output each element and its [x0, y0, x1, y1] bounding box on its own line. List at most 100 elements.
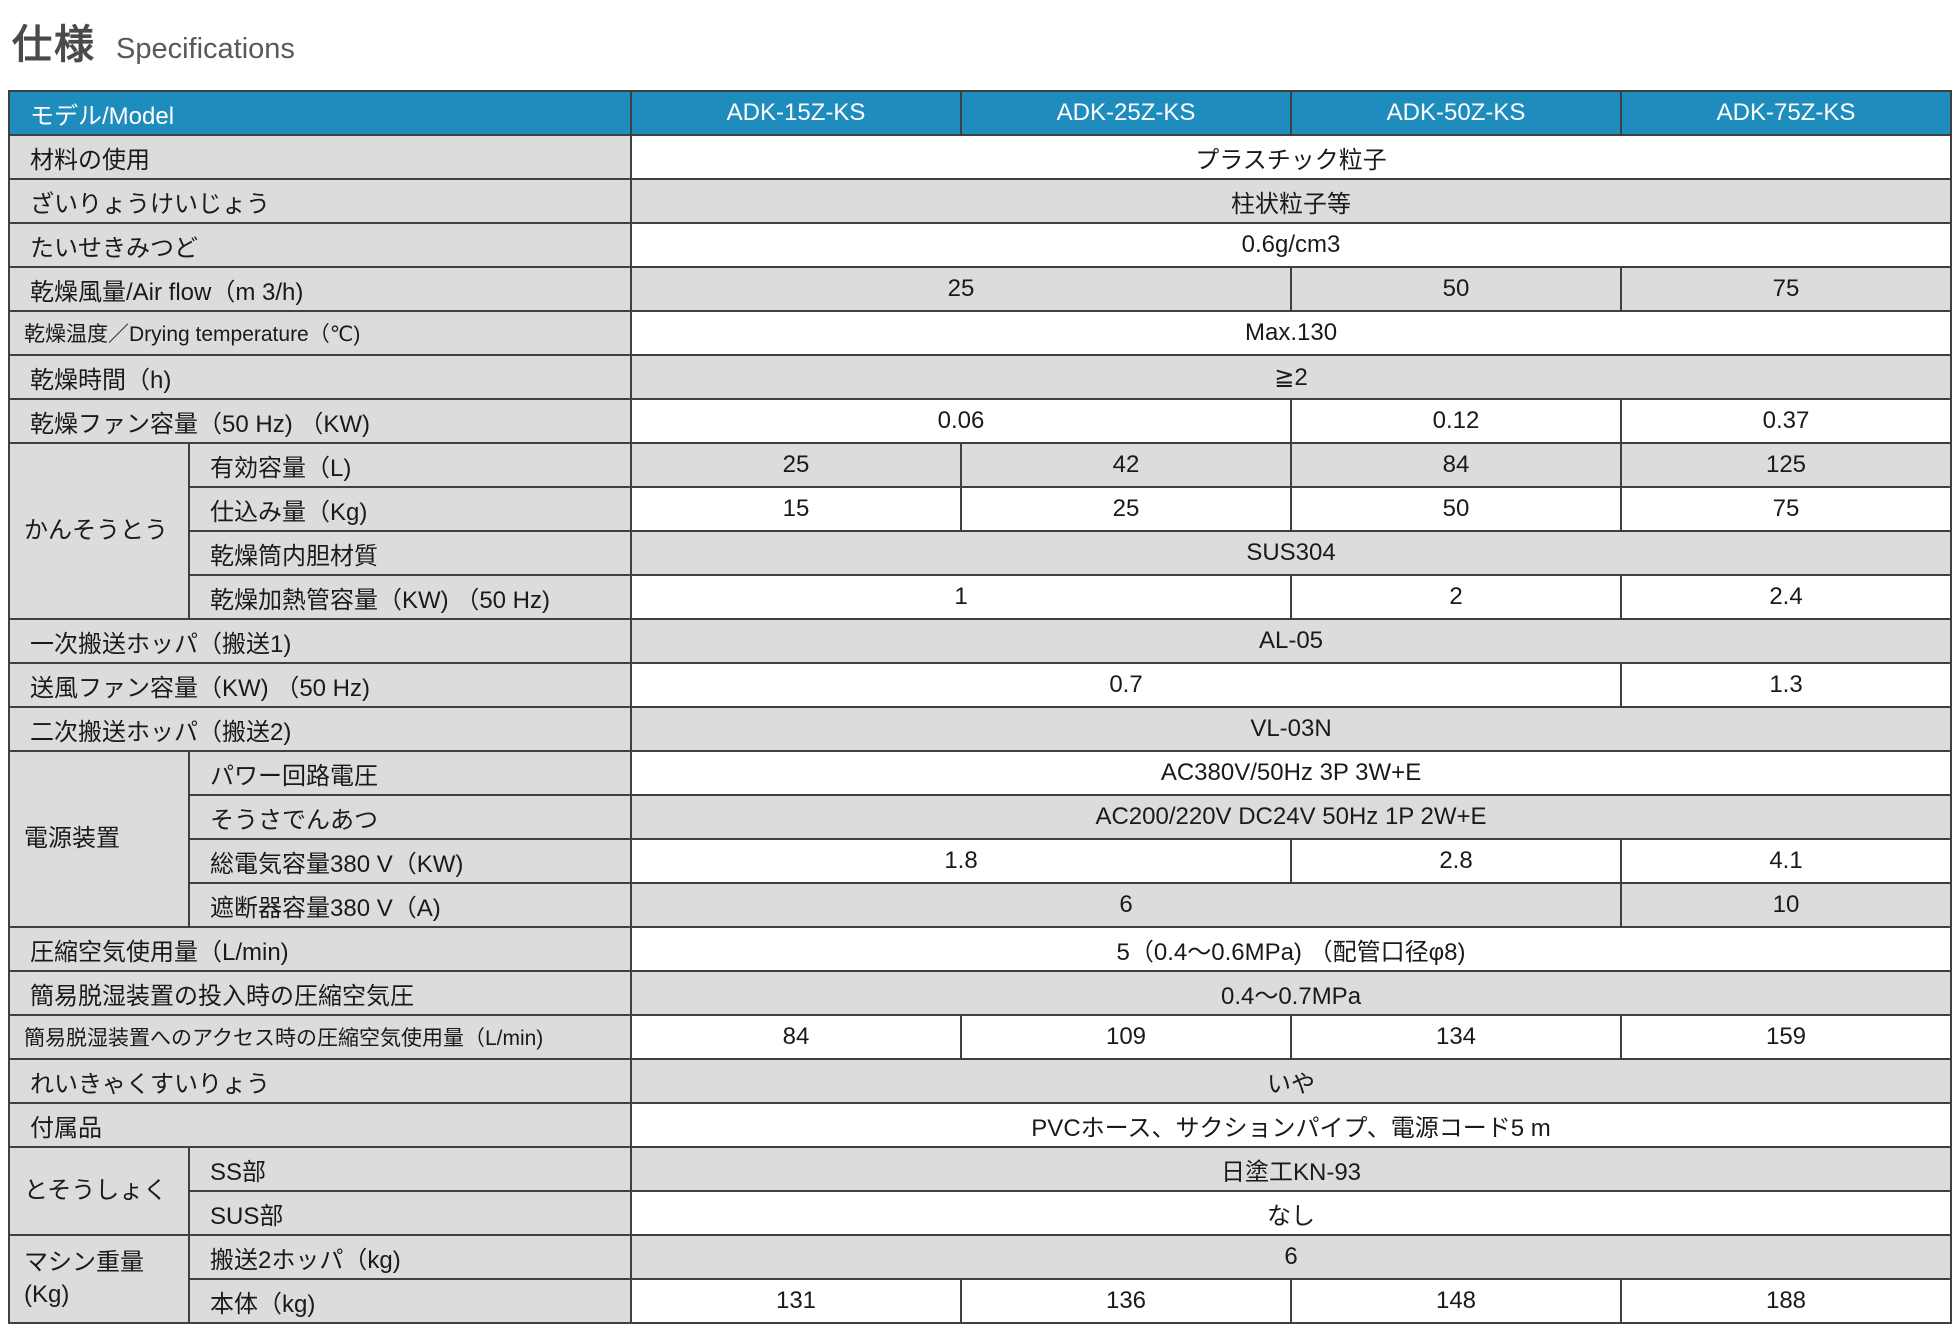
page-title-japanese: 仕様	[12, 23, 96, 67]
table-row: 遮断器容量380 V（A) 6 10	[9, 882, 1953, 928]
table-row: 簡易脱湿装置の投入時の圧縮空気圧 0.4～0.7MPa	[7, 970, 1953, 1016]
page-title-english: Specifications	[116, 33, 295, 65]
model-header-adk-75z-ks: ADK-75Z-KS	[1620, 90, 1953, 136]
row-group-label: 電源装置	[8, 750, 190, 928]
spec-value-cell: 136	[960, 1278, 1293, 1324]
spec-value-cell: 日塗工KN-93	[630, 1146, 1953, 1192]
spec-row-label: 付属品	[7, 1102, 633, 1148]
table-row: 電源装置 パワー回路電圧 AC380V/50Hz 3P 3W+E	[8, 750, 1953, 928]
page-title: 仕様 Specifications	[0, 0, 1958, 67]
table-row: とそうしょく SS部 日塗工KN-93	[8, 1146, 1953, 1236]
spec-value-cell: ≧2	[630, 354, 1953, 400]
spec-value-cell: 25	[960, 486, 1293, 532]
spec-row-label: 本体（kg)	[187, 1278, 633, 1324]
spec-value-cell: プラスチック粒子	[630, 134, 1953, 180]
table-row: 乾燥風量/Air flow（m 3/h) 25 50 75	[7, 266, 1953, 312]
spec-value-cell: AC380V/50Hz 3P 3W+E	[630, 750, 1953, 796]
spec-row-label: 二次搬送ホッパ（搬送2)	[7, 706, 633, 752]
table-row: れいきゃくすいりょう いや	[7, 1058, 1953, 1104]
spec-row-label: 搬送2ホッパ（kg)	[187, 1234, 633, 1280]
table-row: 付属品 PVCホース、サクションパイプ、電源コード5 m	[7, 1102, 1953, 1148]
table-row: 乾燥ファン容量（50 Hz) （KW) 0.06 0.12 0.37	[7, 398, 1953, 444]
model-header-adk-15z-ks: ADK-15Z-KS	[630, 90, 963, 136]
spec-row-label: 乾燥筒内胆材質	[187, 530, 633, 576]
model-header-adk-50z-ks: ADK-50Z-KS	[1290, 90, 1623, 136]
spec-value-cell: 0.37	[1620, 398, 1953, 444]
table-row: ざいりょうけいじょう 柱状粒子等	[7, 178, 1953, 224]
table-row: 乾燥温度／Drying temperature（℃) Max.130	[7, 310, 1953, 356]
spec-value-cell: 柱状粒子等	[630, 178, 1953, 224]
spec-value-cell: 188	[1620, 1278, 1953, 1324]
spec-row-label: 乾燥時間（h)	[7, 354, 633, 400]
spec-value-cell: 84	[1290, 442, 1623, 488]
spec-value-cell: Max.130	[630, 310, 1953, 356]
table-row: 二次搬送ホッパ（搬送2) VL-03N	[7, 706, 1953, 752]
spec-value-cell: 2	[1290, 574, 1623, 620]
model-header-adk-25z-ks: ADK-25Z-KS	[960, 90, 1293, 136]
table-row: 仕込み量（Kg) 15 25 50 75	[9, 486, 1953, 532]
spec-value-cell: 1.8	[630, 838, 1293, 884]
table-row: そうさでんあつ AC200/220V DC24V 50Hz 1P 2W+E	[9, 794, 1953, 840]
model-header-label: モデル/Model	[7, 90, 633, 136]
spec-row-label: 乾燥温度／Drying temperature（℃)	[7, 310, 633, 356]
table-row: 材料の使用 プラスチック粒子	[7, 134, 1953, 180]
table-row: 乾燥時間（h) ≧2	[7, 354, 1953, 400]
spec-value-cell: 109	[960, 1014, 1293, 1060]
spec-value-cell: 5（0.4～0.6MPa) （配管口径φ8)	[630, 926, 1953, 972]
table-row: 総電気容量380 V（KW) 1.8 2.8 4.1	[9, 838, 1953, 884]
spec-value-cell: 0.7	[630, 662, 1623, 708]
spec-value-cell: 148	[1290, 1278, 1623, 1324]
spec-value-cell: 75	[1620, 266, 1953, 312]
spec-row-label: ざいりょうけいじょう	[7, 178, 633, 224]
spec-value-cell: 50	[1290, 266, 1623, 312]
spec-value-cell: 10	[1620, 882, 1953, 928]
spec-value-cell: 0.06	[630, 398, 1293, 444]
table-row: SUS部 なし	[9, 1190, 1953, 1236]
table-row: マシン重量 (Kg) 搬送2ホッパ（kg) 6	[8, 1234, 1953, 1324]
spec-row-label: 簡易脱湿装置の投入時の圧縮空気圧	[7, 970, 633, 1016]
spec-row-label: 材料の使用	[7, 134, 633, 180]
row-group-label: マシン重量 (Kg)	[8, 1234, 190, 1324]
spec-value-cell: 25	[630, 442, 963, 488]
spec-row-label: 一次搬送ホッパ（搬送1)	[7, 618, 633, 664]
spec-row-label: 送風ファン容量（KW) （50 Hz)	[7, 662, 633, 708]
spec-value-cell: PVCホース、サクションパイプ、電源コード5 m	[630, 1102, 1953, 1148]
spec-row-label: パワー回路電圧	[187, 750, 633, 796]
spec-value-cell: 1	[630, 574, 1293, 620]
spec-value-cell: 0.12	[1290, 398, 1623, 444]
table-row: 乾燥加熱管容量（KW) （50 Hz) 1 2 2.4	[9, 574, 1953, 620]
spec-row-label: SS部	[187, 1146, 633, 1192]
spec-value-cell: VL-03N	[630, 706, 1953, 752]
spec-row-label: 乾燥風量/Air flow（m 3/h)	[7, 266, 633, 312]
table-row: 圧縮空気使用量（L/min) 5（0.4～0.6MPa) （配管口径φ8)	[7, 926, 1953, 972]
spec-row-label: 乾燥加熱管容量（KW) （50 Hz)	[187, 574, 633, 620]
table-row: たいせきみつど 0.6g/cm3	[7, 222, 1953, 268]
specifications-table: モデル/Model ADK-15Z-KS ADK-25Z-KS ADK-50Z-…	[7, 90, 1953, 1324]
spec-row-label: 遮断器容量380 V（A)	[187, 882, 633, 928]
spec-row-label: 簡易脱湿装置へのアクセス時の圧縮空気使用量（L/min)	[7, 1014, 633, 1060]
spec-value-cell: 134	[1290, 1014, 1623, 1060]
spec-row-label: 乾燥ファン容量（50 Hz) （KW)	[7, 398, 633, 444]
table-row: 本体（kg) 131 136 148 188	[9, 1278, 1953, 1324]
spec-value-cell: 0.6g/cm3	[630, 222, 1953, 268]
row-group-label: とそうしょく	[8, 1146, 190, 1236]
table-header-row: モデル/Model ADK-15Z-KS ADK-25Z-KS ADK-50Z-…	[7, 90, 1953, 136]
spec-value-cell: 42	[960, 442, 1293, 488]
spec-value-cell: 6	[630, 1234, 1953, 1280]
spec-value-cell: 2.8	[1290, 838, 1623, 884]
spec-value-cell: 159	[1620, 1014, 1953, 1060]
spec-value-cell: 4.1	[1620, 838, 1953, 884]
table-row: 乾燥筒内胆材質 SUS304	[9, 530, 1953, 576]
spec-value-cell: いや	[630, 1058, 1953, 1104]
spec-value-cell: なし	[630, 1190, 1953, 1236]
spec-table-body: 材料の使用 プラスチック粒子 ざいりょうけいじょう 柱状粒子等 たいせきみつど 0.6g/…	[7, 134, 1953, 1324]
spec-row-label: れいきゃくすいりょう	[7, 1058, 633, 1104]
spec-value-cell: 15	[630, 486, 963, 532]
table-row: 一次搬送ホッパ（搬送1) AL-05	[7, 618, 1953, 664]
table-row: 送風ファン容量（KW) （50 Hz) 0.7 1.3	[7, 662, 1953, 708]
spec-row-label: 有効容量（L)	[187, 442, 633, 488]
spec-row-label: そうさでんあつ	[187, 794, 633, 840]
row-group-label: かんそうとう	[8, 442, 190, 620]
spec-value-cell: 75	[1620, 486, 1953, 532]
spec-value-cell: AL-05	[630, 618, 1953, 664]
